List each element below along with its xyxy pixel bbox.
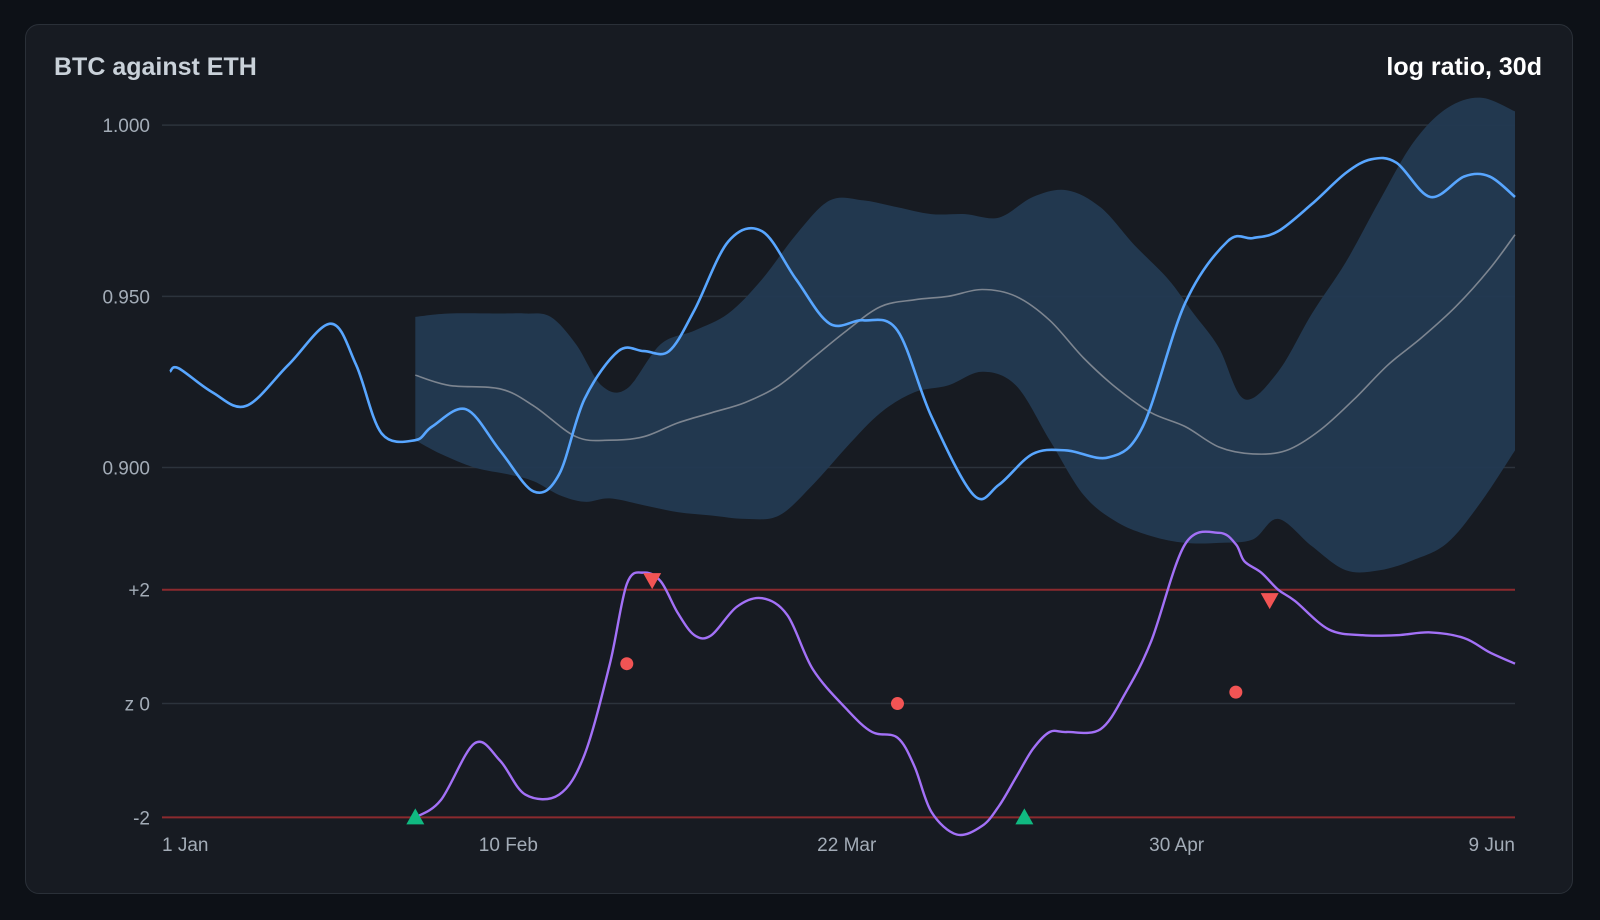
x-tick-label: 1 Jan — [162, 835, 208, 856]
chart-subtitle: log ratio, 30d — [1386, 53, 1542, 81]
exit-marker — [1229, 685, 1243, 699]
zscore-line — [414, 530, 1516, 837]
y-tick-label-upper: 0.950 — [102, 287, 150, 308]
x-tick-label: 9 Jun — [1469, 835, 1515, 856]
band-area — [415, 97, 1515, 573]
exit-marker — [890, 697, 904, 711]
y-tick-label-lower: +2 — [128, 581, 150, 602]
y-tick-label-lower: -2 — [133, 808, 150, 829]
confidence-band — [415, 97, 1515, 573]
signal-markers — [406, 573, 1279, 825]
x-tick-label: 30 Apr — [1149, 835, 1205, 856]
rolling-mean-series — [415, 234, 1516, 455]
x-tick-label: 10 Feb — [479, 835, 538, 856]
y-tick-label-upper: 1.000 — [102, 116, 150, 137]
z-threshold-lines — [162, 588, 1515, 819]
buy-marker — [1015, 808, 1034, 825]
y-tick-label-lower: z 0 — [125, 695, 150, 716]
exit-marker — [620, 657, 634, 671]
y-tick-label-upper: 0.900 — [102, 459, 150, 480]
rolling-mean-line — [415, 234, 1516, 455]
ratio-line — [169, 156, 1516, 501]
buy-marker — [406, 808, 425, 825]
sell-marker — [1260, 593, 1279, 610]
sell-marker — [643, 573, 662, 590]
chart-title: BTC against ETH — [54, 53, 257, 81]
x-tick-label: 22 Mar — [817, 835, 877, 856]
ratio-series — [169, 156, 1516, 501]
zscore-series — [414, 530, 1516, 837]
axis-ticks: 0.900 0.950 1.000 +2 z 0 -2 1 Jan 10 Feb 22 Mar 3… — [102, 116, 1515, 856]
